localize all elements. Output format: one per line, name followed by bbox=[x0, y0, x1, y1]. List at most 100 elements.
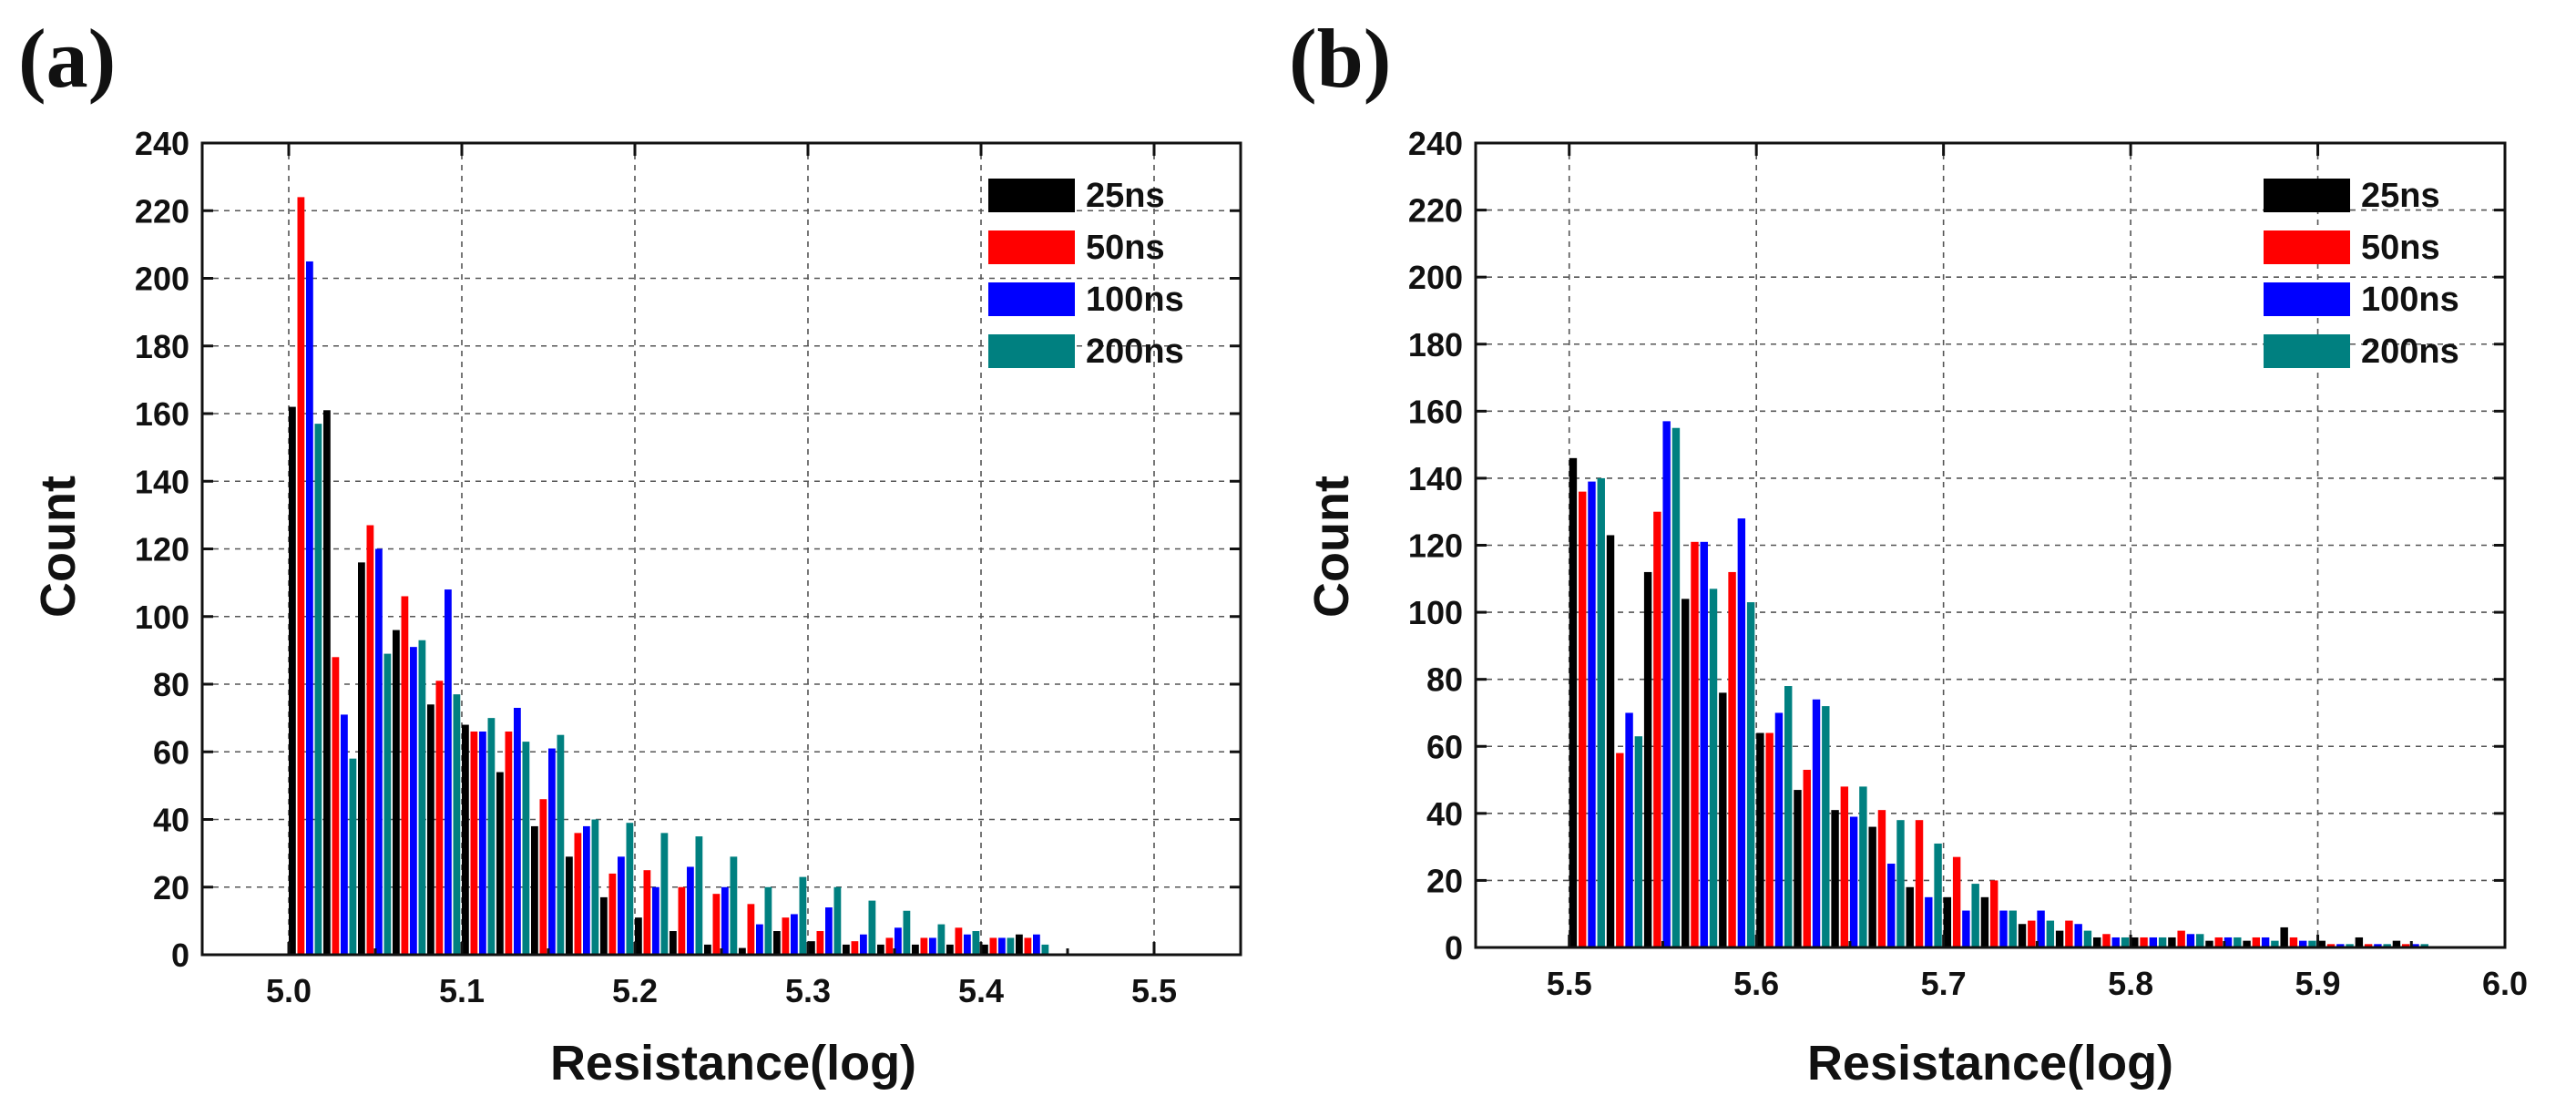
bar bbox=[375, 548, 383, 955]
bar bbox=[514, 707, 521, 955]
bar bbox=[1896, 820, 1905, 947]
bar bbox=[1728, 571, 1736, 947]
y-tick-label: 240 bbox=[135, 125, 189, 162]
bar bbox=[2243, 940, 2251, 947]
bar bbox=[1597, 477, 1605, 947]
x-axis-title: Resistance(log) bbox=[550, 1036, 916, 1090]
y-tick-label: 220 bbox=[1408, 192, 1463, 230]
bar bbox=[1943, 896, 1952, 947]
bar bbox=[2205, 940, 2213, 947]
bar bbox=[894, 927, 902, 955]
x-tick-label: 5.2 bbox=[612, 972, 658, 1009]
bar bbox=[2074, 924, 2082, 947]
bar bbox=[2214, 937, 2223, 947]
bar bbox=[1971, 884, 1979, 947]
bar bbox=[445, 589, 452, 955]
x-tick-label: 5.1 bbox=[439, 972, 485, 1009]
bar bbox=[435, 681, 444, 955]
bar bbox=[1579, 491, 1587, 947]
legend-swatch-50ns bbox=[2264, 230, 2350, 264]
x-tick-label: 5.5 bbox=[1131, 972, 1177, 1009]
bar bbox=[2186, 934, 2195, 947]
bar bbox=[2131, 937, 2139, 947]
bar bbox=[851, 941, 859, 955]
bar bbox=[747, 904, 755, 955]
bar bbox=[1033, 934, 1040, 955]
bar bbox=[505, 731, 513, 955]
y-tick-label: 20 bbox=[153, 869, 189, 906]
y-tick-label: 40 bbox=[1426, 795, 1463, 833]
bar bbox=[964, 934, 971, 955]
bar bbox=[635, 917, 642, 955]
legend-label: 200ns bbox=[1086, 333, 1184, 371]
bar bbox=[2308, 940, 2316, 947]
bar bbox=[2046, 920, 2055, 947]
bar bbox=[1952, 856, 1961, 947]
bar bbox=[1737, 518, 1746, 947]
bar bbox=[1934, 843, 1942, 947]
bar bbox=[929, 937, 936, 955]
bar bbox=[782, 917, 790, 955]
bar bbox=[366, 525, 374, 955]
legend-swatch-25ns bbox=[988, 179, 1075, 212]
bar bbox=[791, 914, 798, 955]
bar bbox=[574, 833, 582, 955]
legend-swatch-25ns bbox=[2264, 179, 2350, 212]
y-tick-label: 200 bbox=[1408, 259, 1463, 296]
panel-label: (a) bbox=[18, 12, 116, 105]
bar bbox=[1906, 886, 1914, 947]
bar bbox=[323, 410, 331, 956]
x-axis: 5.5 5.6 5.7 5.8 5.9 6.0 bbox=[1547, 143, 2528, 1002]
bar bbox=[418, 640, 426, 955]
y-tick-label: 240 bbox=[1408, 125, 1463, 162]
bars bbox=[1569, 421, 2428, 948]
series-50ns bbox=[297, 197, 1032, 955]
bar bbox=[989, 937, 997, 955]
legend-label: 25ns bbox=[2361, 177, 2440, 215]
x-tick-label: 5.6 bbox=[1733, 965, 1779, 1002]
legend-swatch-100ns bbox=[2264, 282, 2350, 316]
bar bbox=[903, 910, 911, 955]
bar bbox=[816, 931, 824, 955]
bar bbox=[618, 856, 625, 955]
bar bbox=[1877, 810, 1886, 947]
legend-label: 100ns bbox=[1086, 281, 1184, 319]
x-tick-label: 5.7 bbox=[1921, 965, 1967, 1002]
bar bbox=[1569, 457, 1578, 947]
bar bbox=[773, 931, 781, 955]
bar bbox=[1756, 732, 1764, 947]
bar bbox=[1016, 934, 1023, 955]
bar bbox=[2411, 944, 2419, 947]
bar bbox=[1849, 816, 1858, 947]
bar bbox=[764, 886, 772, 955]
bar bbox=[2317, 940, 2326, 947]
bar bbox=[2083, 930, 2092, 947]
y-tick-label: 60 bbox=[153, 733, 189, 771]
bar bbox=[712, 894, 721, 955]
bar bbox=[1822, 706, 1830, 947]
y-tick-label: 40 bbox=[153, 802, 189, 839]
x-tick-label: 5.8 bbox=[2108, 965, 2153, 1002]
bar bbox=[1831, 810, 1839, 947]
y-tick-label: 220 bbox=[135, 192, 189, 230]
bar bbox=[678, 886, 686, 955]
bar bbox=[1682, 599, 1690, 947]
y-axis: 0 20 40 60 80 100 120 140 160 180 200 220 240 bbox=[135, 125, 1241, 974]
bar bbox=[1765, 732, 1774, 947]
bar bbox=[730, 856, 738, 955]
bar bbox=[583, 825, 590, 955]
bar bbox=[2346, 944, 2354, 947]
bar bbox=[1859, 786, 1867, 947]
bar bbox=[1709, 589, 1718, 947]
bar bbox=[2326, 944, 2336, 947]
bar bbox=[825, 907, 833, 955]
y-axis: 0 20 40 60 80 100 120 140 160 180 200 220 240 bbox=[1408, 125, 2505, 967]
bar bbox=[808, 941, 815, 955]
bar bbox=[358, 562, 365, 955]
bar bbox=[539, 799, 547, 955]
bar bbox=[1915, 820, 1924, 947]
bar bbox=[885, 937, 894, 955]
bar bbox=[2177, 930, 2185, 947]
bar bbox=[410, 647, 417, 955]
